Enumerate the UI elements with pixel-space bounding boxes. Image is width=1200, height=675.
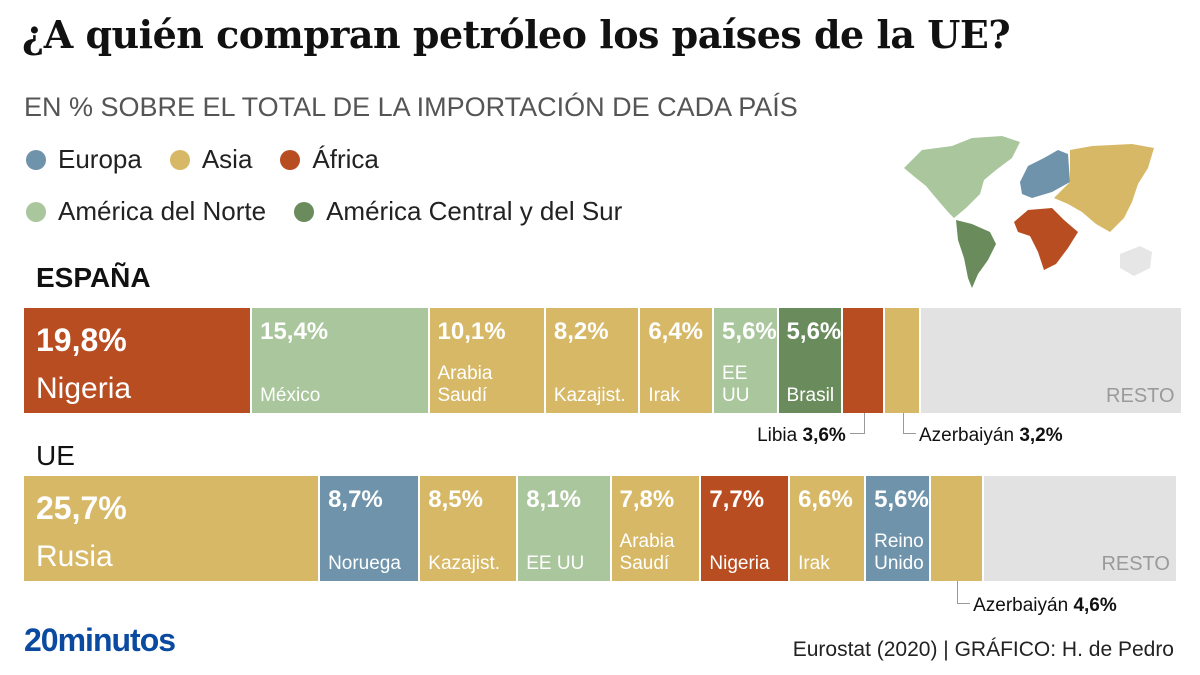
segment-country: Rusia (36, 540, 113, 573)
segment-value: 8,2% (553, 318, 609, 345)
callout-azerbaiyán: Azerbaiyán 3,2% (919, 425, 1063, 447)
segment-country: Nigeria (709, 553, 770, 574)
segment-value: 7,7% (709, 486, 765, 513)
callout-value: 3,2% (1019, 425, 1063, 446)
segment-value: 8,1% (526, 486, 581, 513)
legend-swatch (26, 149, 46, 170)
legend-label: África (312, 144, 379, 174)
callout-leader-line (957, 581, 971, 604)
callout-country: Libia (757, 425, 803, 446)
bar-segment-kazajist: 8,5% Kazajist. (420, 476, 519, 581)
bar-segment-azerbaiyán (930, 476, 984, 581)
segment-country: EE UU (722, 363, 750, 406)
legend-item: América del Norte (26, 196, 266, 227)
legend-row-1: Europa Asia África (26, 144, 379, 175)
bar-segment-arabia-saudí: 7,8% Arabia Saudí (611, 476, 702, 581)
callout-value: 3,6% (802, 425, 846, 446)
segment-value: 6,4% (648, 318, 704, 345)
segment-country: Reino Unido (874, 531, 924, 574)
callout-leader-line (849, 413, 865, 434)
bar-segment-ee-uu: 5,6% EE UU (714, 308, 779, 413)
source-credit: Eurostat (2020) | GRÁFICO: H. de Pedro (792, 638, 1174, 661)
bar-segment-azerbaiyán (884, 308, 922, 413)
bar-segment-méxico: 15,4% México (252, 308, 430, 413)
legend-label: América del Norte (58, 196, 267, 226)
map-oceania (1120, 246, 1152, 276)
legend-label: América Central y del Sur (326, 196, 623, 226)
map-europe (1020, 150, 1070, 198)
segment-value: 6,6% (798, 486, 853, 513)
bar-segment-resto: RESTO (983, 476, 1176, 581)
callout-country: Azerbaiyán (973, 595, 1074, 616)
bar-segment-reino-unido: 5,6% Reino Unido (866, 476, 931, 581)
segment-country: Nigeria (36, 372, 132, 405)
segment-country: Brasil (786, 385, 835, 406)
legend-item: América Central y del Sur (294, 196, 622, 227)
segment-value: 8,7% (328, 486, 383, 513)
map-central-south-america (956, 220, 996, 288)
segment-value: 10,1% (437, 318, 506, 345)
bar-segment-arabia-saudí: 10,1% Arabia Saudí (429, 308, 546, 413)
map-africa (1014, 208, 1078, 270)
callout-azerbaiyán: Azerbaiyán 4,6% (973, 595, 1117, 617)
bar-segment-irak: 6,6% Irak (790, 476, 867, 581)
spain-bar: 19,8% Nigeria 15,4% México 10,1% Arabia Saudí… (24, 308, 1181, 413)
segment-country: Irak (798, 553, 830, 574)
segment-value: 5,6% (786, 318, 842, 345)
segment-country: RESTO (1106, 385, 1175, 407)
segment-country: EE UU (526, 553, 585, 574)
bar-segment-libia (843, 308, 885, 413)
bar-segment-resto: RESTO (921, 308, 1181, 413)
legend-item: África (280, 144, 379, 175)
legend-swatch (169, 149, 190, 170)
chart-subtitle: EN % SOBRE EL TOTAL DE LA IMPORTACIÓN DE… (24, 92, 798, 122)
chart-title: ¿A quién compran petróleo los países de … (22, 12, 1011, 57)
legend-label: Asia (201, 144, 253, 174)
segment-country: Kazajist. (428, 553, 501, 574)
segment-value: 19,8% (36, 322, 127, 358)
segment-value: 8,5% (428, 486, 483, 513)
bar-segment-irak: 6,4% Irak (640, 308, 715, 413)
segment-country: Irak (648, 385, 680, 406)
spain-label: ESPAÑA (36, 262, 151, 293)
segment-country: Kazajist. (553, 385, 626, 406)
legend-label: Europa (58, 144, 142, 174)
bar-segment-rusia: 25,7% Rusia (24, 476, 321, 581)
segment-value: 5,6% (874, 486, 929, 513)
legend-swatch (280, 149, 301, 170)
callout-value: 4,6% (1073, 595, 1117, 616)
map-asia (1054, 144, 1154, 232)
segment-country: Noruega (328, 553, 401, 574)
bar-segment-brasil: 5,6% Brasil (778, 308, 844, 413)
map-north-america (904, 136, 1020, 218)
brand-logo[interactable]: 20minutos (24, 622, 176, 658)
world-map-icon (904, 136, 1154, 288)
segment-value: 5,6% (722, 318, 777, 345)
bar-segment-noruega: 8,7% Noruega (320, 476, 421, 581)
segment-country: Arabia Saudí (619, 531, 675, 574)
segment-country: México (260, 385, 321, 406)
legend-swatch (26, 201, 46, 222)
callout-libia: Libia 3,6% (757, 425, 846, 447)
eu-label: UE (36, 440, 75, 471)
eu-bar: 25,7% Rusia 8,7% Noruega 8,5% Kazajist. 8,1% EE… (24, 476, 1176, 581)
legend-item: Asia (169, 144, 253, 175)
segment-value: 7,8% (619, 486, 675, 513)
legend-item: Europa (26, 144, 142, 175)
segment-value: 25,7% (36, 490, 127, 526)
bar-segment-nigeria: 7,7% Nigeria (701, 476, 791, 581)
bar-segment-kazajist: 8,2% Kazajist. (545, 308, 641, 413)
callout-country: Azerbaiyán (918, 425, 1020, 446)
segment-country: Arabia Saudí (437, 363, 493, 406)
bar-segment-ee-uu: 8,1% EE UU (518, 476, 612, 581)
bar-segment-nigeria: 19,8% Nigeria (24, 308, 253, 413)
callout-leader-line (902, 413, 916, 434)
segment-value: 15,4% (260, 318, 329, 345)
legend-row-2: América del Norte América Central y del S… (26, 196, 622, 227)
segment-country: RESTO (1101, 553, 1170, 575)
legend-swatch (294, 201, 315, 222)
